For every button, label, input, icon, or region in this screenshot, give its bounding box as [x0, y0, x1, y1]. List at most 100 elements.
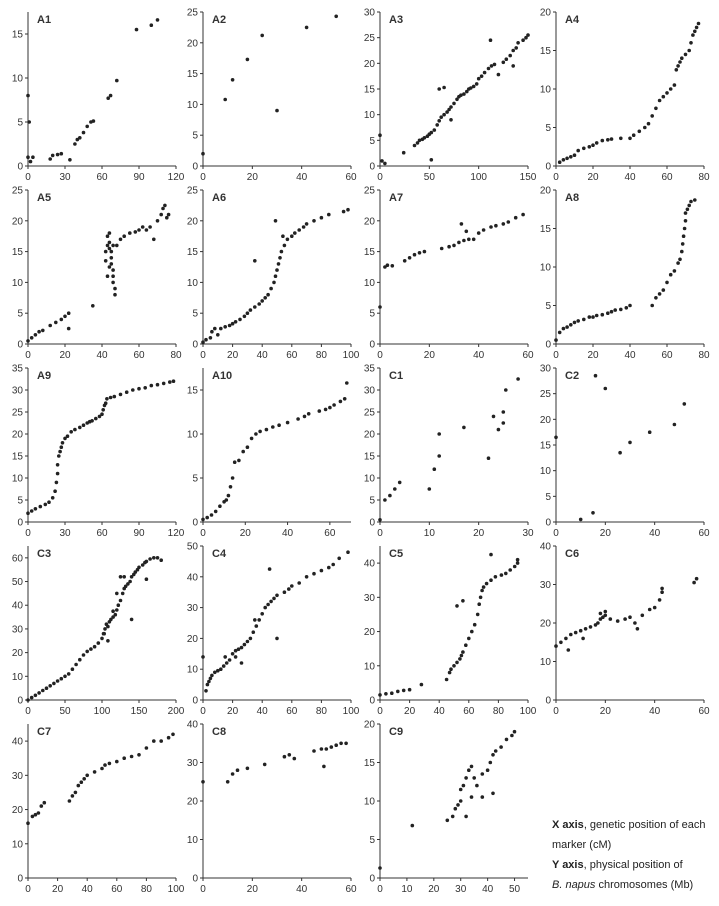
- data-point: [159, 212, 163, 217]
- data-point: [109, 617, 113, 622]
- data-point: [269, 599, 273, 604]
- panel-a8: A8 0 20 40 60 80 0 5 10 15 20: [540, 186, 710, 362]
- data-point: [439, 115, 444, 119]
- x-tick-label: 80: [493, 706, 505, 717]
- x-tick-label: 120: [168, 172, 185, 183]
- data-point: [582, 146, 586, 151]
- x-tick-label: 90: [133, 172, 145, 183]
- data-point: [680, 249, 684, 254]
- data-point: [646, 121, 651, 126]
- data-point: [76, 783, 81, 788]
- data-point: [33, 693, 38, 698]
- data-point: [263, 605, 268, 610]
- data-point: [680, 242, 685, 246]
- x-tick-label: 20: [473, 528, 485, 539]
- data-point: [233, 655, 238, 659]
- panel-a5: A5 0 20 40 60 80 0 5 10 15 20 25: [12, 186, 182, 362]
- panel-c9: C9 0 10 20 30 40 50 0 5 10 15 20: [364, 720, 528, 895]
- data-point: [459, 653, 464, 658]
- data-point: [456, 803, 460, 807]
- y-tick-label: 5: [545, 123, 551, 134]
- data-point: [508, 568, 512, 572]
- data-point: [692, 580, 696, 585]
- data-point: [455, 97, 459, 102]
- data-point: [230, 476, 235, 480]
- x-tick-label: 0: [200, 884, 206, 895]
- data-point: [148, 557, 152, 561]
- y-tick-label: 20: [540, 415, 552, 426]
- data-point: [122, 575, 126, 579]
- data-point: [70, 794, 75, 798]
- x-tick-label: 100: [94, 706, 111, 717]
- data-point: [594, 141, 599, 145]
- data-point: [647, 430, 652, 435]
- x-tick-label: 20: [600, 706, 612, 717]
- data-point: [444, 677, 449, 682]
- data-point: [516, 41, 520, 45]
- data-point: [511, 48, 515, 53]
- data-point: [334, 14, 339, 19]
- data-point: [143, 386, 147, 390]
- data-point: [557, 160, 562, 164]
- data-point: [591, 143, 595, 147]
- data-point: [462, 238, 466, 243]
- data-point: [383, 498, 387, 502]
- data-point: [501, 60, 506, 65]
- data-point: [323, 407, 328, 412]
- caption-x-text: , genetic position of each marker (cM): [552, 819, 706, 851]
- data-point: [257, 302, 262, 306]
- panel-title: C9: [389, 726, 403, 738]
- data-point: [633, 621, 637, 625]
- x-tick-label: 60: [463, 706, 475, 717]
- data-point: [70, 667, 75, 671]
- data-point: [572, 320, 577, 325]
- x-tick-label: 0: [200, 172, 206, 183]
- data-point: [59, 445, 64, 450]
- data-point: [470, 629, 474, 634]
- data-point: [152, 556, 156, 560]
- data-point: [82, 777, 86, 781]
- data-point: [477, 602, 482, 606]
- y-tick-label: 40: [187, 572, 199, 583]
- panel-c7: C7 0 20 40 60 80 100 0 10 20 30 40: [12, 724, 185, 895]
- data-point: [118, 598, 123, 603]
- x-tick-label: 60: [522, 350, 534, 361]
- data-point: [282, 754, 287, 759]
- data-point: [144, 559, 149, 564]
- data-point: [672, 269, 677, 273]
- data-point: [239, 645, 244, 650]
- y-tick-label: 10: [187, 278, 199, 289]
- data-point: [419, 682, 424, 687]
- data-point: [464, 229, 469, 234]
- y-tick-label: 10: [540, 657, 552, 668]
- data-point: [33, 812, 38, 817]
- x-tick-label: 0: [25, 172, 31, 183]
- y-tick-label: 30: [187, 758, 199, 769]
- x-tick-label: 80: [316, 706, 328, 717]
- data-point: [341, 209, 346, 214]
- data-point: [290, 584, 294, 588]
- data-point: [223, 325, 227, 329]
- y-tick-label: 0: [369, 518, 375, 529]
- data-point: [39, 804, 44, 808]
- y-tick-label: 5: [192, 131, 198, 142]
- data-point: [273, 219, 278, 223]
- data-point: [635, 627, 640, 631]
- panel-title: A9: [37, 370, 51, 382]
- data-point: [459, 93, 463, 97]
- data-point: [640, 613, 645, 618]
- data-point: [81, 423, 86, 428]
- panel-title: C3: [37, 548, 51, 560]
- data-point: [412, 252, 417, 257]
- data-point: [230, 321, 235, 326]
- data-point: [107, 246, 112, 251]
- data-point: [345, 381, 349, 385]
- data-point: [269, 286, 273, 291]
- y-tick-label: 20: [187, 216, 199, 227]
- data-point: [557, 330, 562, 335]
- data-point: [85, 773, 89, 778]
- data-point: [619, 136, 623, 141]
- data-point: [674, 68, 679, 72]
- data-point: [245, 639, 250, 644]
- x-tick-label: 20: [247, 172, 259, 183]
